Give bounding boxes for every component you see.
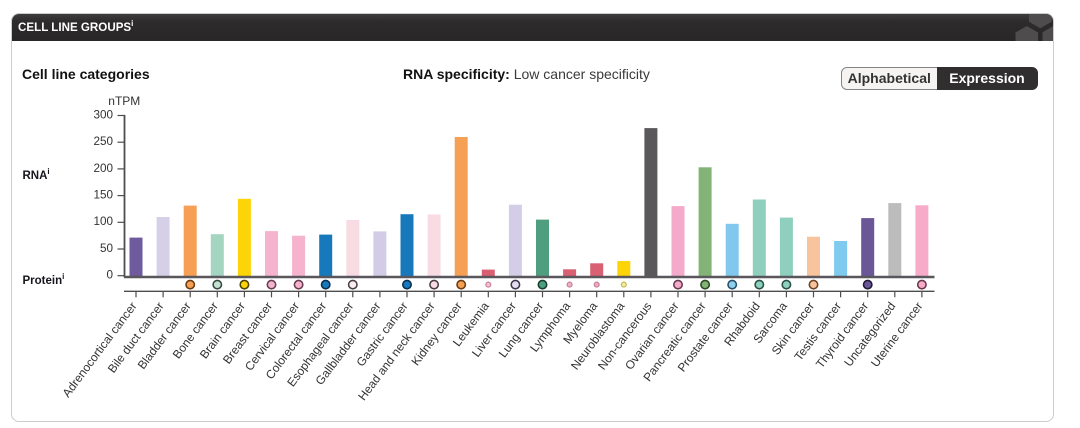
svg-text:50: 50 <box>100 242 114 255</box>
svg-text:200: 200 <box>93 162 113 175</box>
svg-text:300: 300 <box>93 108 113 121</box>
svg-text:250: 250 <box>93 135 113 148</box>
svg-text:150: 150 <box>93 189 113 202</box>
svg-text:100: 100 <box>93 215 113 228</box>
svg-text:0: 0 <box>106 269 113 282</box>
svg-text:nTPM: nTPM <box>108 94 140 108</box>
